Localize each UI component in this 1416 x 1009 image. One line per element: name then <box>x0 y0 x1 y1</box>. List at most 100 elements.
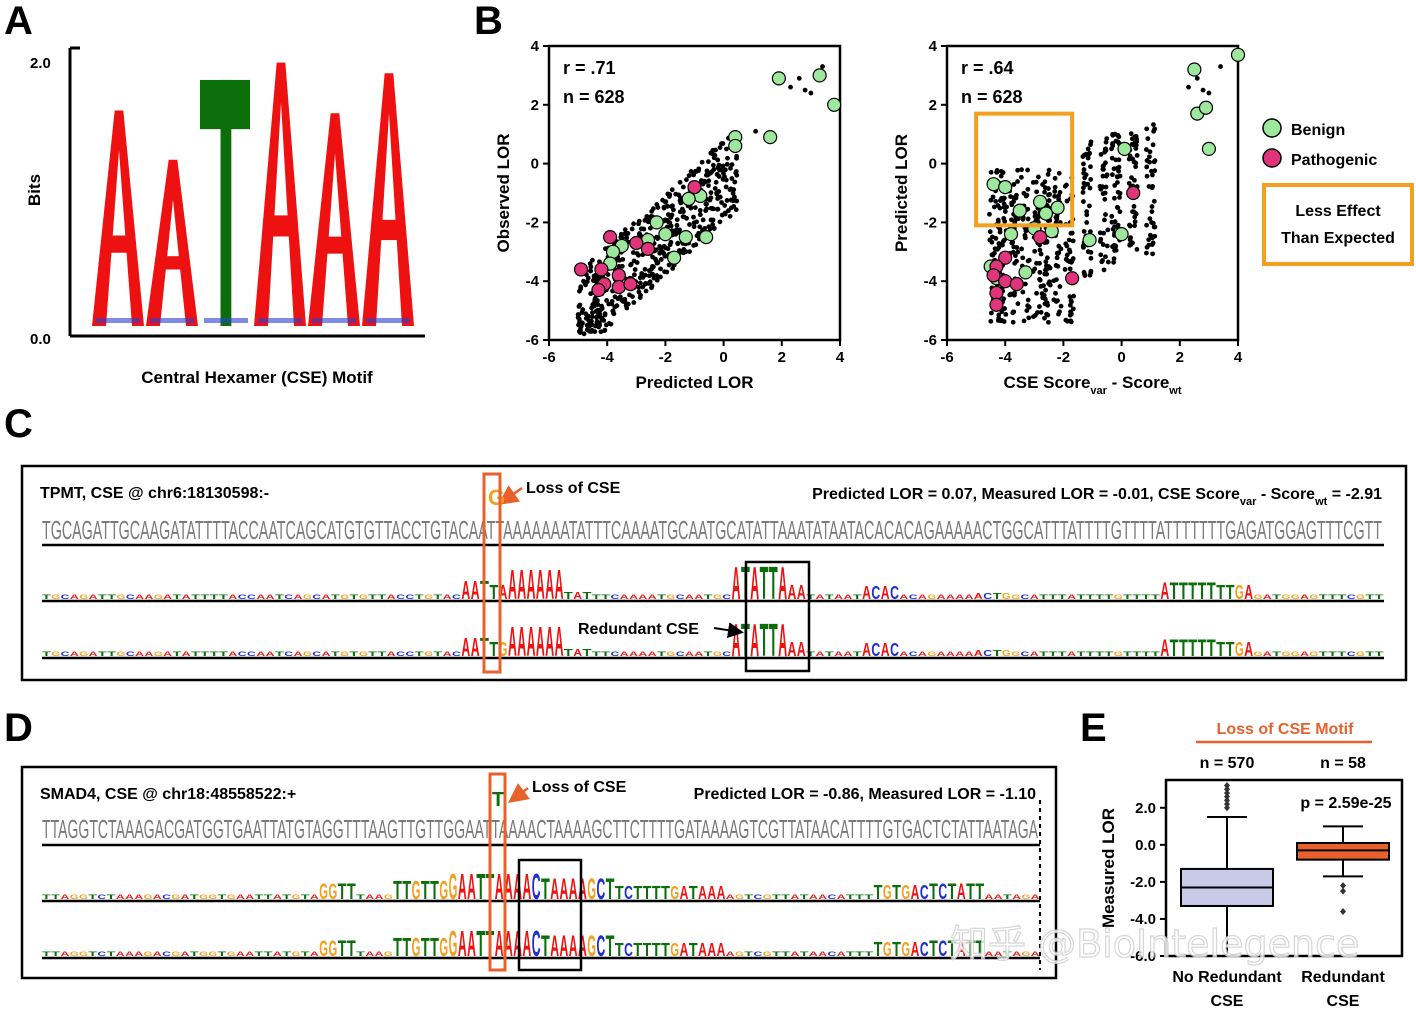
logo-letter: A <box>555 618 564 665</box>
scatter-point <box>724 146 729 152</box>
scatter-point <box>1037 247 1043 253</box>
scatter-point <box>1062 183 1068 189</box>
logo-letter: G <box>303 595 312 601</box>
logo-letter: A <box>266 595 276 601</box>
logo-letter: A <box>89 652 99 658</box>
pathogenic-point <box>998 250 1013 265</box>
logo-letter: A <box>680 940 689 960</box>
legend-benign-marker <box>1262 118 1282 138</box>
panel-d-title: SMAD4, CSE @ chr18:48558522:+ <box>40 786 296 803</box>
logo-letter: C <box>827 895 837 901</box>
logo-letter: A <box>559 930 568 963</box>
logo-letter: T <box>1216 582 1225 604</box>
scatter-point <box>583 282 588 288</box>
scatter-point <box>1128 235 1133 241</box>
logo-letter: A <box>1031 952 1041 958</box>
pathogenic-point <box>594 262 609 277</box>
logo-letter: T <box>264 895 274 901</box>
scatter-point <box>788 84 793 90</box>
scatter-point <box>1087 229 1093 235</box>
scatter-point <box>1025 186 1031 192</box>
scatter-point <box>1186 84 1191 90</box>
scatter-point <box>631 300 637 305</box>
logo-letter: T <box>1328 595 1338 601</box>
logo-letter: T <box>1226 582 1235 604</box>
scatter-point <box>1037 269 1043 275</box>
logo-letter: A <box>994 952 1004 958</box>
logo-letter: A <box>573 648 582 659</box>
scatter-point <box>691 220 697 226</box>
logo-letter: T <box>1049 652 1059 658</box>
logo-letter: G <box>1011 652 1020 658</box>
panel-d: D SMAD4, CSE @ chr18:48558522:+ Loss of … <box>4 706 1058 980</box>
x-tick-label: 0 <box>719 349 727 366</box>
logo-letter: T <box>601 595 611 601</box>
scatter-point <box>1144 244 1150 250</box>
panel-c-variant-highlight <box>482 472 502 674</box>
scatter-point <box>1042 315 1047 321</box>
logo-letter: A <box>310 895 320 901</box>
logo-letter: T <box>1365 652 1375 658</box>
logo-letter: T <box>1151 595 1161 601</box>
logo-letter: T <box>643 883 652 903</box>
scatter-point <box>587 261 593 267</box>
x-tick-label: -6 <box>940 349 953 366</box>
logo-letter: A <box>236 952 246 958</box>
scatter-point <box>1015 167 1021 173</box>
logo-letter: T <box>415 595 425 601</box>
logo-letter: C <box>284 595 294 601</box>
logo-letter: C <box>871 583 880 603</box>
scatter-point <box>1070 238 1076 244</box>
scatter-point <box>710 222 716 227</box>
panel-c-loss-label: Loss of CSE <box>526 480 621 497</box>
logo-letter: A <box>245 952 255 958</box>
scatter-point <box>1109 155 1115 161</box>
scatter-point <box>1088 177 1094 182</box>
logo-letter: T <box>190 895 200 901</box>
scatter-point <box>578 284 584 290</box>
scatter-point <box>697 224 703 230</box>
scatter-point <box>990 252 996 258</box>
logo-letter: T <box>42 595 52 601</box>
scatter-point <box>1115 222 1121 228</box>
pathogenic-point <box>989 297 1004 312</box>
logo-letter: T <box>218 895 228 901</box>
scatter-point <box>593 278 599 284</box>
scatter-point <box>1084 220 1090 225</box>
scatter-point <box>1064 243 1070 249</box>
x-tick-label: -6 <box>542 349 555 366</box>
logo-letter: A <box>181 952 191 958</box>
scatter-point <box>820 64 825 69</box>
scatter-point <box>655 236 660 241</box>
scatter-point <box>1150 172 1155 178</box>
scatter-observed-vs-predicted: -6 -4 -2 0 2 4 4 2 0 -2 -4 -6 r = .71 n = 628 Observed… <box>494 38 845 392</box>
benign-point <box>658 227 673 242</box>
logo-letter: T <box>191 652 201 658</box>
scatter-point <box>1133 211 1139 216</box>
outlier-point <box>1224 789 1230 797</box>
logo-letter: A <box>899 595 909 601</box>
scatter-point <box>1115 180 1120 185</box>
logo-letter: T <box>564 591 573 602</box>
logo-letter: A <box>236 895 246 901</box>
scatter-point <box>1114 204 1120 210</box>
logo-letter: T <box>219 595 229 601</box>
logo-letter: A <box>550 930 559 963</box>
x-tick-label: 2 <box>1176 349 1184 366</box>
y-tick-label: 0.0 <box>1135 837 1156 854</box>
pathogenic-point <box>591 282 606 298</box>
logo-letter: G <box>171 952 180 958</box>
scatter-point <box>649 208 655 214</box>
logo-letter: C <box>624 883 633 903</box>
scatter-point <box>1015 179 1020 184</box>
watermark: 知乎 @BioIntelegence <box>950 922 1359 966</box>
scatter-point <box>589 318 594 324</box>
legend-benign-label: Benign <box>1291 122 1345 139</box>
scatter-point <box>1055 263 1061 269</box>
logo-letter: G <box>1011 595 1020 601</box>
logo-letter: G <box>666 652 675 658</box>
logo-letter: T <box>846 895 856 901</box>
scatter-point <box>681 214 687 220</box>
scatter-point <box>677 209 683 215</box>
category-label: Redundant <box>1301 969 1385 986</box>
